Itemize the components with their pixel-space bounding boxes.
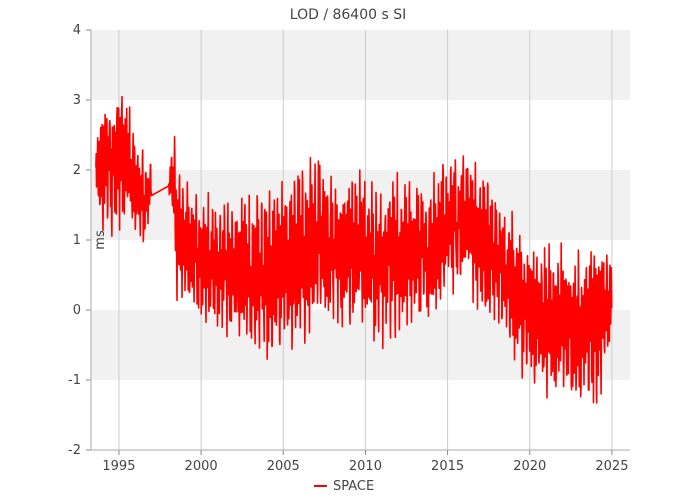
y-tick-label: 3 xyxy=(73,93,81,108)
y-tick-label: 2 xyxy=(73,163,81,178)
legend-label-space: SPACE xyxy=(333,479,374,494)
horizontal-gridlines xyxy=(86,29,91,451)
y-tick-label: 4 xyxy=(73,23,81,38)
x-tick-label: 2025 xyxy=(595,459,628,474)
legend[interactable]: SPACE xyxy=(314,479,374,494)
x-tick-label: 2000 xyxy=(185,459,218,474)
y-tick-label: 1 xyxy=(73,233,81,248)
y-tick-label: -1 xyxy=(68,373,81,388)
x-tick-label: 2005 xyxy=(267,459,300,474)
x-tick-label: 2010 xyxy=(349,459,382,474)
axes xyxy=(90,30,630,451)
x-tick-labels: 1995 2000 2005 2010 2015 2020 2025 xyxy=(102,459,628,474)
y-axis-label: ms xyxy=(93,230,108,250)
x-tick-label: 2020 xyxy=(513,459,546,474)
y-tick-label: -2 xyxy=(68,443,81,458)
x-tick-label: 1995 xyxy=(102,459,135,474)
chart-title: LOD / 86400 s SI xyxy=(290,7,406,23)
grid-band xyxy=(91,30,630,100)
series-layer xyxy=(95,95,613,404)
series-line-space xyxy=(95,95,613,404)
y-tick-labels: -2 -1 0 1 2 3 4 xyxy=(68,23,81,458)
x-tick-label: 2015 xyxy=(431,459,464,474)
y-tick-label: 0 xyxy=(73,303,81,318)
